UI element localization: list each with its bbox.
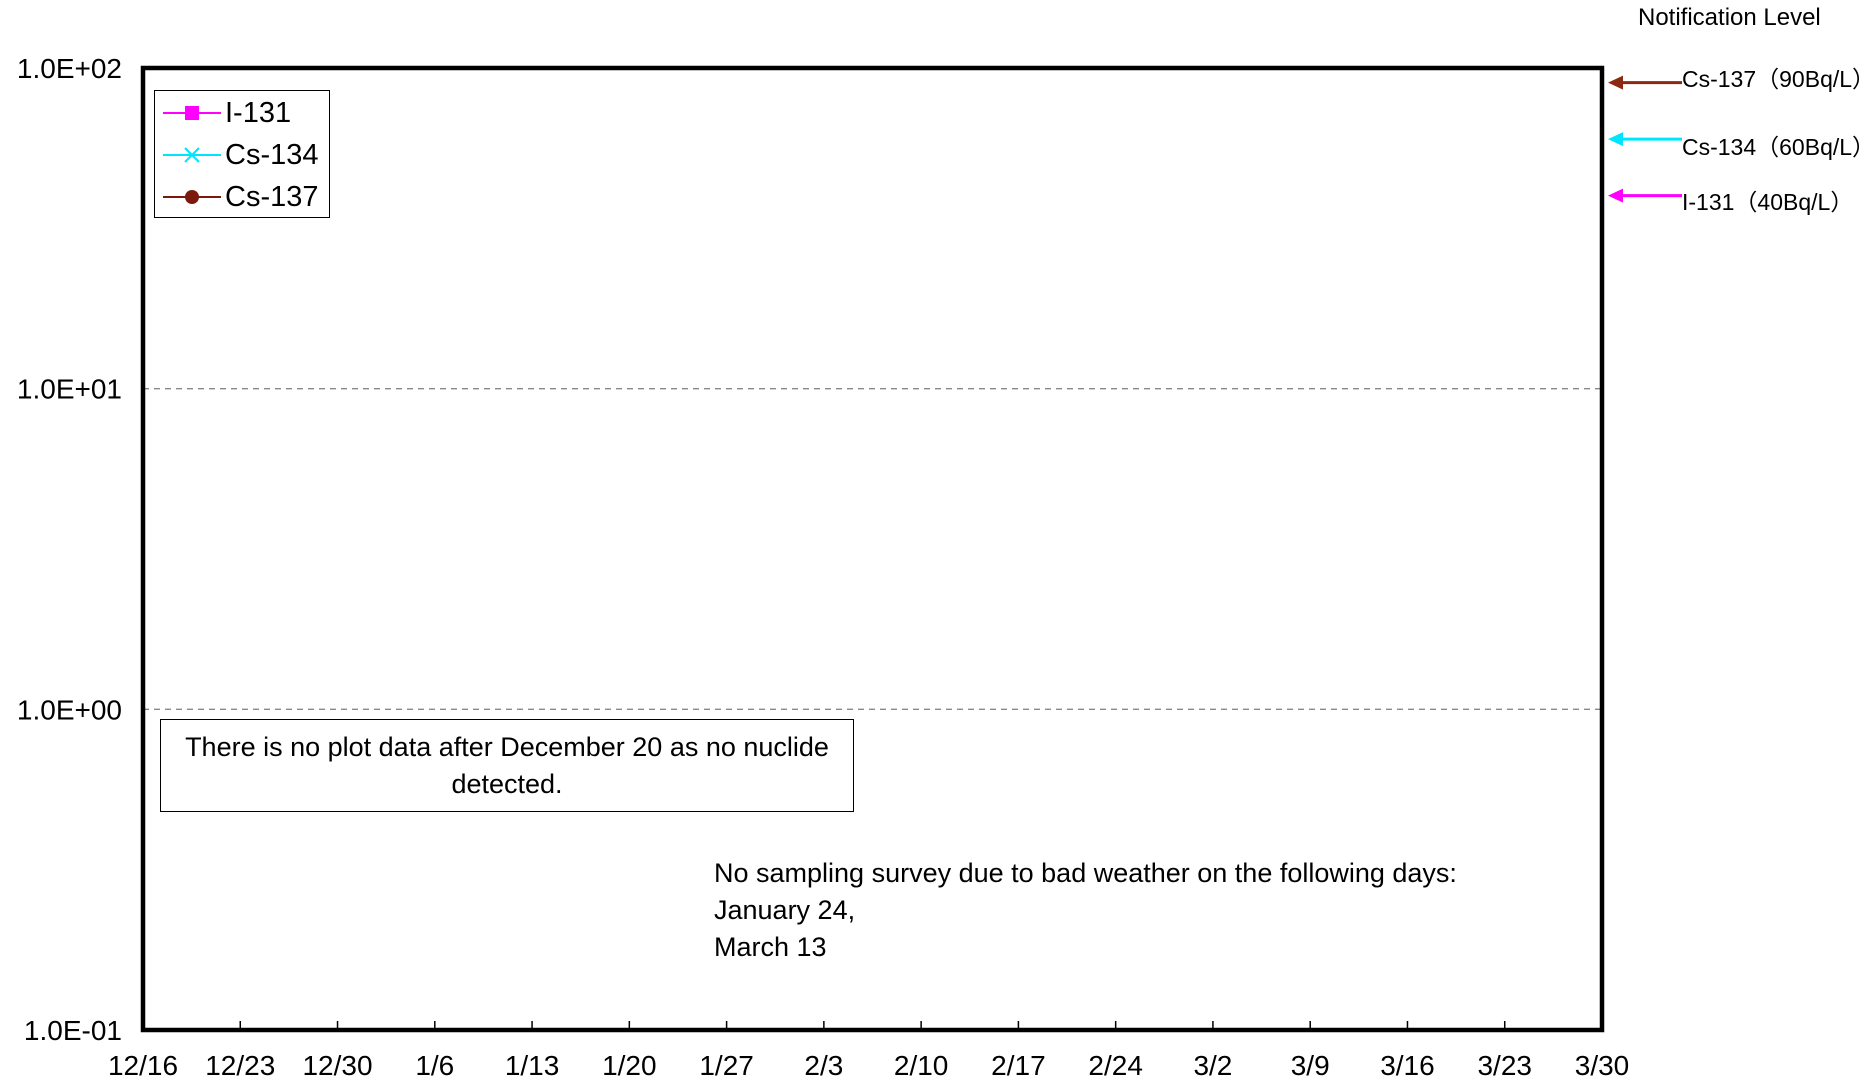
legend: I-131 Cs-134 Cs-137 [154,90,330,218]
x-marker-icon [163,147,221,163]
x-tick-label: 12/30 [302,1050,372,1081]
x-tick-label: 3/9 [1291,1050,1330,1081]
legend-item-i131: I-131 [155,93,329,133]
x-tick-label: 3/2 [1193,1050,1232,1081]
notification-arrow-head [1608,75,1623,90]
x-tick-label: 2/24 [1088,1050,1143,1081]
x-tick-label: 1/6 [415,1050,454,1081]
x-tick-label: 1/20 [602,1050,657,1081]
x-tick-label: 3/23 [1477,1050,1532,1081]
legend-label: I-131 [225,97,292,129]
x-tick-label: 1/13 [505,1050,560,1081]
legend-item-cs137: Cs-137 [155,177,329,217]
legend-label: Cs-134 [225,139,319,171]
y-tick-label: 1.0E+00 [17,694,122,725]
circle-marker-icon [163,190,221,204]
weather-note: No sampling survey due to bad weather on… [714,855,1457,966]
y-tick-label: 1.0E+01 [17,374,122,405]
x-tick-label: 1/27 [699,1050,754,1081]
notification-label-cs137: Cs-137（90Bq/L） [1682,66,1876,92]
notification-level-title: Notification Level [1638,4,1821,31]
weather-note-line: January 24, [714,895,856,925]
legend-label: Cs-137 [225,181,319,213]
legend-item-cs134: Cs-134 [155,135,329,175]
x-tick-label: 3/16 [1380,1050,1435,1081]
y-tick-label: 1.0E+02 [17,53,122,84]
x-tick-label: 3/30 [1575,1050,1630,1081]
weather-note-line: March 13 [714,932,827,962]
notification-label-cs134: Cs-134（60Bq/L） [1682,134,1876,160]
notification-arrow-head [1608,188,1623,203]
x-tick-label: 2/10 [894,1050,949,1081]
x-tick-label: 2/17 [991,1050,1046,1081]
plot-frame [140,65,1605,1033]
no-data-note: There is no plot data after December 20 … [160,719,854,812]
notification-arrow-head [1608,132,1623,147]
y-tick-label: 1.0E-01 [24,1015,122,1046]
notification-label-i131: I-131（40Bq/L） [1682,189,1854,215]
x-tick-label: 2/3 [804,1050,843,1081]
x-tick-label: 12/16 [108,1050,178,1081]
weather-note-line: No sampling survey due to bad weather on… [714,858,1457,888]
x-tick-label: 12/23 [205,1050,275,1081]
square-marker-icon [163,106,221,120]
